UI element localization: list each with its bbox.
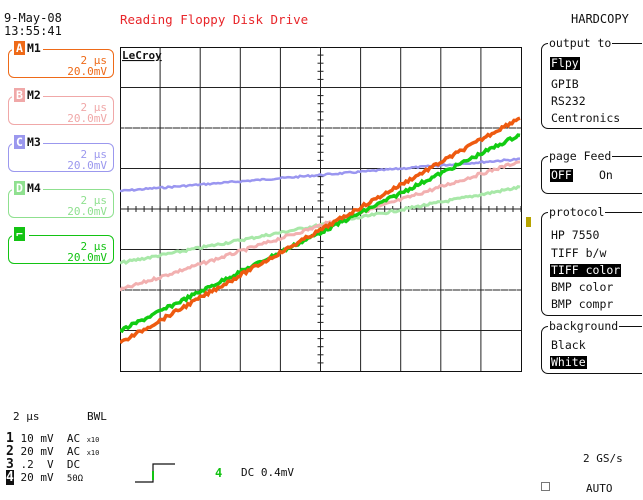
option-off[interactable]: OFF bbox=[550, 168, 573, 182]
channel-coupling: AC bbox=[66, 432, 81, 445]
waveform-trace bbox=[120, 160, 521, 292]
channel-volts: .2 V bbox=[20, 458, 54, 471]
menu-title: HARDCOPY bbox=[571, 12, 629, 26]
option-hp7550[interactable]: HP 7550 bbox=[551, 228, 600, 242]
date-time: 9-May-08 13:55:41 bbox=[4, 12, 62, 38]
trace-time-div: 2 μs bbox=[80, 194, 108, 207]
trace-box-b[interactable]: B M2 2 μs 20.0mV bbox=[8, 88, 114, 125]
date: 9-May-08 bbox=[4, 11, 62, 25]
channel-row: 3 .2 V DC bbox=[6, 457, 80, 472]
channel-coupling: AC bbox=[66, 445, 81, 458]
channel-row: 1 10 mV AC x10 bbox=[6, 431, 99, 446]
waveform-traces bbox=[120, 116, 521, 345]
channel-volts: 20 mV bbox=[20, 471, 54, 484]
trace-box-d[interactable]: D M4 2 μs 20.0mV bbox=[8, 181, 114, 218]
trace-name: M2 bbox=[26, 88, 41, 102]
trace-name: M4 bbox=[26, 181, 41, 195]
channel-row: 4 20 mV 50Ω bbox=[6, 470, 83, 485]
status-checkbox bbox=[541, 482, 550, 491]
option-flpy[interactable]: Flpy bbox=[550, 56, 580, 70]
channel-row: 2 20 mV AC x10 bbox=[6, 444, 99, 459]
trace-volt-div: 20.0mV bbox=[67, 65, 107, 78]
channel-volts: 20 mV bbox=[20, 445, 54, 458]
trace-box-c[interactable]: C M3 2 μs 20.0mV bbox=[8, 135, 114, 172]
trigger-info: DC 0.4mV bbox=[241, 466, 294, 479]
channel-coupling: 50Ω bbox=[66, 474, 84, 484]
waveform-trace bbox=[120, 116, 521, 345]
trace-time-div: 2 μs bbox=[80, 148, 108, 161]
trace-time-div: 2 μs bbox=[80, 101, 108, 114]
trigger-level-marker bbox=[526, 217, 531, 227]
channel-number: 3 bbox=[6, 457, 14, 472]
channel-number: 2 bbox=[6, 444, 14, 459]
oscilloscope-display: LeCroy bbox=[120, 47, 531, 372]
trace-name: M3 bbox=[26, 135, 41, 149]
option-tiff-color[interactable]: TIFF color bbox=[550, 263, 622, 277]
channel-probe: x10 bbox=[86, 449, 100, 457]
menu-group-title: background bbox=[548, 319, 620, 333]
trace-volt-div: 20.0mV bbox=[67, 112, 107, 125]
option-black[interactable]: Black bbox=[551, 338, 586, 352]
menu-background[interactable]: background Black White bbox=[541, 319, 642, 374]
trace-time-div: 2 μs bbox=[80, 54, 108, 67]
channel-probe: x10 bbox=[86, 436, 100, 444]
trigger-mode: AUTO bbox=[586, 482, 613, 495]
trigger-slope-icon bbox=[135, 463, 175, 483]
trace-badge: D bbox=[14, 181, 25, 195]
trace-box-trigger[interactable]: ⌐ 2 μs 20.0mV bbox=[8, 227, 114, 264]
channel-volts: 10 mV bbox=[20, 432, 54, 445]
option-rs232[interactable]: RS232 bbox=[551, 94, 586, 108]
trace-badge: B bbox=[14, 88, 25, 102]
trigger-channel: 4 bbox=[215, 466, 223, 480]
waveform-trace bbox=[120, 157, 521, 193]
trace-badge: A bbox=[14, 41, 25, 55]
time: 13:55:41 bbox=[4, 24, 62, 38]
menu-group-title: protocol bbox=[548, 205, 606, 219]
sample-rate: 2 GS/s bbox=[583, 452, 623, 465]
menu-protocol[interactable]: protocol HP 7550 TIFF b/w TIFF color BMP… bbox=[541, 205, 642, 316]
option-gpib[interactable]: GPIB bbox=[551, 77, 579, 91]
channel-coupling: DC bbox=[66, 458, 81, 471]
option-tiff-bw[interactable]: TIFF b/w bbox=[551, 246, 607, 260]
option-bmp-compr[interactable]: BMP compr bbox=[551, 297, 614, 311]
trace-volt-div: 20.0mV bbox=[67, 159, 107, 172]
option-centronics[interactable]: Centronics bbox=[551, 111, 621, 125]
menu-page-feed[interactable]: page Feed OFF On bbox=[541, 149, 642, 194]
option-white[interactable]: White bbox=[550, 355, 587, 369]
trace-volt-div: 20.0mV bbox=[67, 251, 107, 264]
trace-badge: C bbox=[14, 135, 25, 149]
axis-ticks bbox=[120, 47, 522, 364]
waveform-trace bbox=[120, 133, 521, 334]
trace-box-a[interactable]: A M1 2 μs 20.0mV bbox=[8, 41, 114, 78]
status-message: Reading Floppy Disk Drive bbox=[120, 12, 309, 27]
trace-volt-div: 20.0mV bbox=[67, 205, 107, 218]
channel-number: 1 bbox=[6, 431, 14, 446]
timebase: 2 μs bbox=[13, 410, 40, 423]
option-on[interactable]: On bbox=[599, 168, 613, 182]
trace-time-div: 2 μs bbox=[80, 240, 108, 253]
bwl-indicator: BWL bbox=[87, 410, 107, 423]
channel-number: 4 bbox=[6, 470, 14, 485]
trigger-icon: ⌐ bbox=[14, 227, 25, 241]
menu-group-title: page Feed bbox=[548, 149, 613, 163]
brand-logo: LeCroy bbox=[122, 49, 162, 62]
menu-group-title: output to bbox=[548, 36, 613, 50]
option-bmp-color[interactable]: BMP color bbox=[551, 280, 614, 294]
menu-output-to[interactable]: output to Flpy GPIB RS232 Centronics bbox=[541, 36, 642, 129]
trace-name: M1 bbox=[26, 41, 41, 55]
